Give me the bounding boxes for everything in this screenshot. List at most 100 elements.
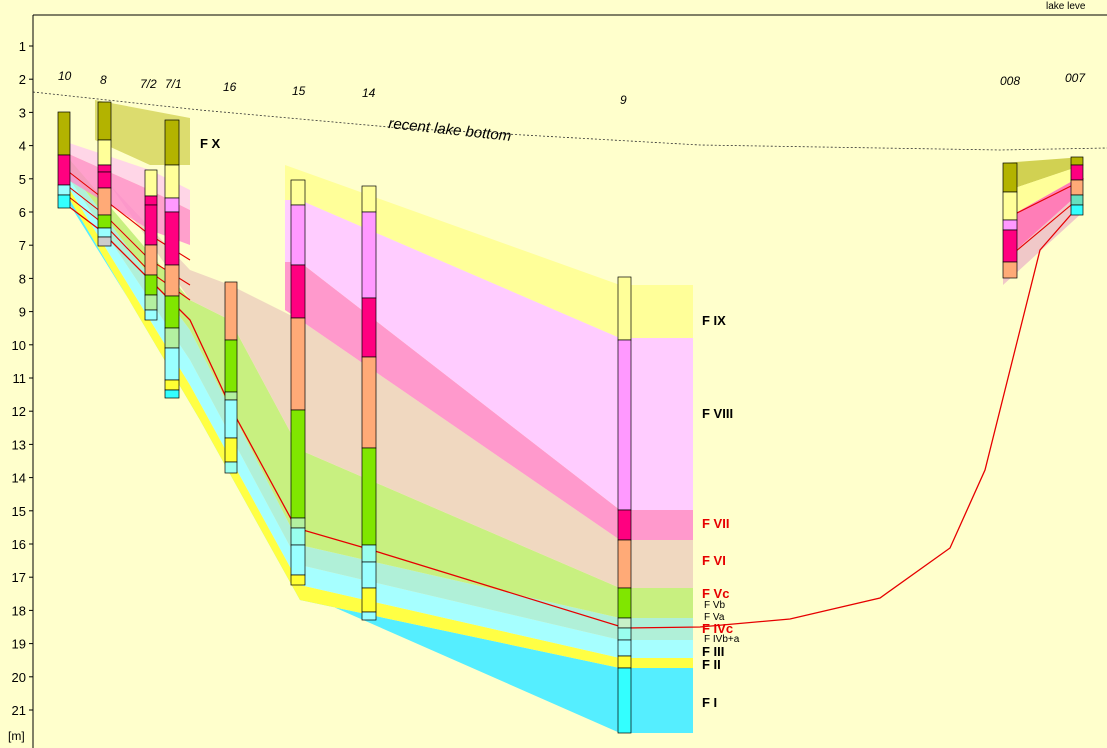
core-segment xyxy=(224,399,238,439)
core-segment xyxy=(144,294,158,311)
band-fviii xyxy=(285,200,693,510)
core-segment xyxy=(361,611,377,621)
core-segment xyxy=(617,509,632,541)
core-column xyxy=(57,111,71,209)
core-column xyxy=(144,169,158,321)
core-segment xyxy=(617,587,632,619)
band-fvi-left xyxy=(110,185,693,588)
core-segment xyxy=(617,639,632,657)
core-column xyxy=(617,276,632,734)
core-column xyxy=(361,185,377,621)
core-segment xyxy=(164,197,180,213)
band-fx-right xyxy=(1003,157,1083,192)
core-segment xyxy=(1002,229,1018,263)
core-segment xyxy=(224,339,238,393)
core-segment xyxy=(617,539,632,589)
core-segment xyxy=(1070,164,1084,181)
core-segment xyxy=(224,391,238,401)
core-segment xyxy=(144,309,158,321)
core-segment xyxy=(164,164,180,199)
core-segment xyxy=(1070,204,1084,216)
facies-label-fx: F X xyxy=(200,136,221,151)
core-segment xyxy=(361,297,377,358)
core-segment xyxy=(57,184,71,196)
facies-label-fiii: F III xyxy=(702,644,724,659)
core-segment xyxy=(361,561,377,589)
lake-bottom-line xyxy=(32,91,1107,151)
core-segment xyxy=(164,264,180,297)
band-fvii-left xyxy=(60,150,190,245)
core-segment xyxy=(224,281,238,341)
core-column xyxy=(97,101,112,247)
facies-labels: F X F IX F VIII F VII F VI F Vc F Vb F V… xyxy=(200,136,740,710)
core-label: 14 xyxy=(362,86,376,100)
facies-label-fii: F II xyxy=(702,657,721,672)
facies-label-fva: F Va xyxy=(704,612,725,623)
core-segment xyxy=(57,154,71,186)
core-column xyxy=(224,281,238,474)
core-column xyxy=(290,179,306,586)
core-segment xyxy=(290,317,306,411)
depth-tick-label: 3 xyxy=(19,105,26,120)
core-segment xyxy=(290,574,306,586)
core-segment xyxy=(617,617,632,629)
core-segment xyxy=(617,339,632,511)
core-label: 7/2 xyxy=(140,77,157,91)
depth-tick-label: 2 xyxy=(19,72,26,87)
core-segment xyxy=(290,204,306,266)
depth-tick-label: 16 xyxy=(12,537,26,552)
facies-label-fvii: F VII xyxy=(702,516,729,531)
core-segment xyxy=(290,409,306,519)
depth-tick-label: 14 xyxy=(12,471,26,486)
core-segment xyxy=(361,587,377,613)
core-segment xyxy=(290,179,306,206)
core-segment xyxy=(1070,156,1084,166)
band-fvii xyxy=(285,262,693,540)
core-segment xyxy=(97,139,112,166)
depth-tick-label: 17 xyxy=(12,570,26,585)
core-segment xyxy=(290,517,306,529)
core-column xyxy=(1002,162,1018,279)
depth-tick-label: 4 xyxy=(19,139,26,154)
depth-tick-label: 5 xyxy=(19,172,26,187)
core-segment xyxy=(97,187,112,216)
facies-label-fivc: F IVc xyxy=(702,621,733,636)
core-segment xyxy=(617,655,632,669)
core-segment xyxy=(144,169,158,197)
core-segment xyxy=(1002,191,1018,221)
core-segment xyxy=(361,211,377,299)
core-label: 8 xyxy=(100,73,107,87)
core-segment xyxy=(57,111,71,156)
facies-label-fi: F I xyxy=(702,695,717,710)
facies-label-fviii: F VIII xyxy=(702,406,733,421)
core-segment xyxy=(97,171,112,189)
band-fvi-right xyxy=(1003,190,1083,285)
core-column xyxy=(164,119,180,399)
core-segment xyxy=(1002,219,1018,231)
core-segment xyxy=(290,544,306,576)
core-label: 10 xyxy=(58,69,72,83)
core-segment xyxy=(97,236,112,247)
core-segment xyxy=(361,356,377,449)
facies-label-fvb: F Vb xyxy=(704,600,726,611)
core-segment xyxy=(97,214,112,229)
core-segment xyxy=(361,544,377,563)
depth-unit-label: [m] xyxy=(8,729,25,743)
core-segment xyxy=(97,101,112,141)
depth-tick-label: 21 xyxy=(12,703,26,718)
depth-tick-label: 19 xyxy=(12,637,26,652)
cores-layer xyxy=(57,101,1084,734)
core-segment xyxy=(97,227,112,238)
core-segment xyxy=(1002,261,1018,279)
depth-tick-label: 15 xyxy=(12,504,26,519)
core-segment xyxy=(1002,162,1018,193)
core-segment xyxy=(164,211,180,266)
core-segment xyxy=(144,195,158,206)
core-segment xyxy=(617,667,632,734)
core-segment xyxy=(57,194,71,209)
core-segment xyxy=(224,437,238,463)
core-label: 008 xyxy=(1000,74,1020,88)
